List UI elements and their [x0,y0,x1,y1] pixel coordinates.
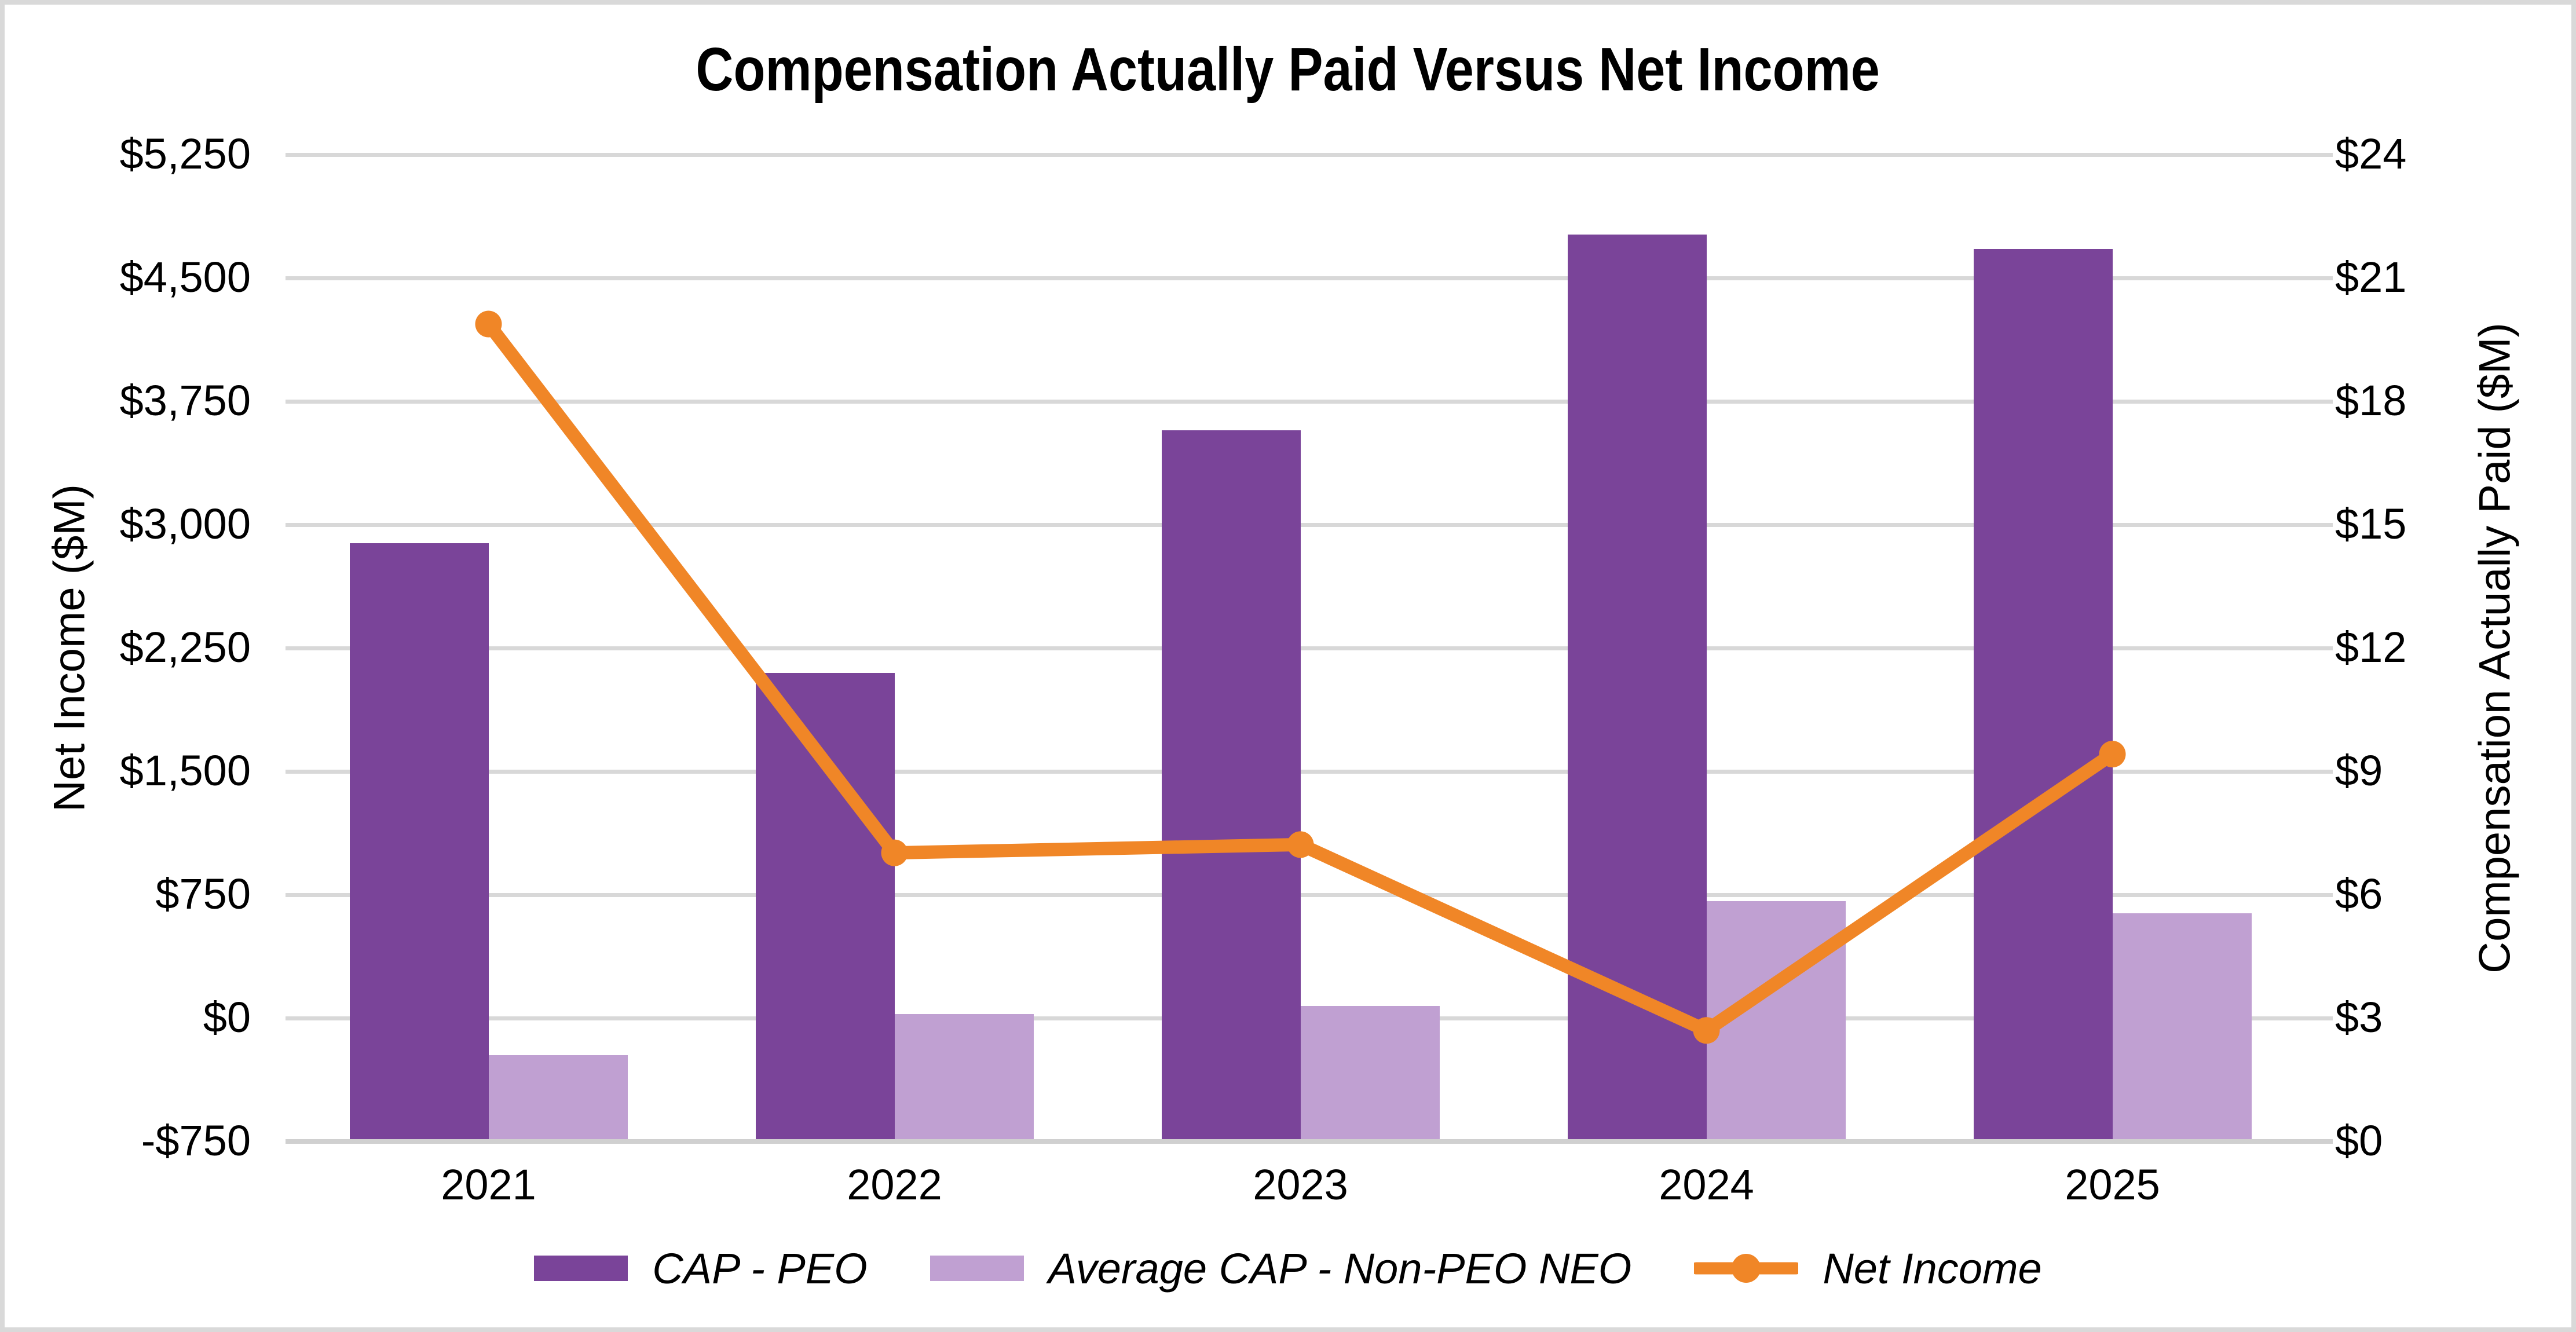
legend-swatch-icon [534,1256,628,1281]
right-axis-tick: $6 [2335,870,2383,918]
right-axis-tick: $21 [2335,253,2407,301]
right-axis-tick: $3 [2335,993,2383,1041]
right-axis-tick: $0 [2335,1117,2383,1165]
chart-title: Compensation Actually Paid Versus Net In… [5,35,2571,105]
left-axis-tick: $3,750 [119,376,251,425]
gridline [286,646,2333,650]
bar-avg-cap-non-peo-neo-2025 [2112,913,2252,1141]
legend-item-avg-cap-non-peo-neo: Average CAP - Non-PEO NEO [930,1244,1632,1293]
right-axis-tick: $12 [2335,623,2407,671]
legend-line-marker-icon [1694,1254,1799,1283]
net-income-point-2023 [1287,831,1314,858]
left-axis-tick: $750 [155,870,251,918]
bar-cap-peo-2023 [1161,430,1301,1141]
net-income-point-2025 [2099,741,2126,768]
gridline [286,276,2333,280]
legend-item-cap-peo: CAP - PEO [534,1244,868,1293]
bar-avg-cap-non-peo-neo-2022 [894,1013,1034,1141]
net-income-point-2021 [475,310,502,338]
net-income-line [482,317,2119,1037]
bar-avg-cap-non-peo-neo-2023 [1300,1005,1440,1141]
left-axis-tick: -$750 [141,1117,251,1165]
right-axis-tick: $18 [2335,376,2407,425]
x-axis-label-2025: 2025 [2065,1161,2160,1209]
x-axis-label-2021: 2021 [441,1161,536,1209]
left-axis-tick: $3,000 [119,500,251,548]
legend-label: CAP - PEO [652,1244,868,1293]
chart-title-text: Compensation Actually Paid Versus Net In… [696,35,1880,104]
right-axis-tick: $24 [2335,130,2407,178]
left-axis-tick: $2,250 [119,623,251,671]
left-axis-tick: $1,500 [119,746,251,795]
bar-avg-cap-non-peo-neo-2021 [488,1055,628,1141]
gridline [286,770,2333,774]
x-axis-label-2024: 2024 [1659,1161,1754,1209]
x-axis-label-2022: 2022 [847,1161,942,1209]
gridline [286,153,2333,157]
x-axis-line [286,1139,2333,1144]
left-axis-tick: $0 [203,993,251,1041]
legend-item-net-income: Net Income [1694,1244,2042,1293]
gridline [286,400,2333,404]
gridline [286,523,2333,527]
legend-swatch-icon [930,1256,1024,1281]
gridline [286,893,2333,897]
right-axis-tick: $9 [2335,746,2383,795]
bar-cap-peo-2024 [1567,235,1707,1141]
left-axis-tick: $5,250 [119,130,251,178]
legend-label: Average CAP - Non-PEO NEO [1048,1244,1632,1293]
bar-cap-peo-2025 [1973,249,2113,1141]
bar-cap-peo-2021 [349,543,489,1141]
legend-label: Net Income [1823,1244,2042,1293]
net-income-point-2022 [881,839,908,866]
net-income-point-2024 [1693,1017,1720,1044]
right-axis-tick: $15 [2335,500,2407,548]
legend: CAP - PEO Average CAP - Non-PEO NEO Net In… [5,1239,2571,1297]
x-axis-label-2023: 2023 [1253,1161,1348,1209]
left-axis-tick: $4,500 [119,253,251,301]
bar-cap-peo-2022 [755,672,895,1141]
net-income-line-layer [475,310,2126,1044]
